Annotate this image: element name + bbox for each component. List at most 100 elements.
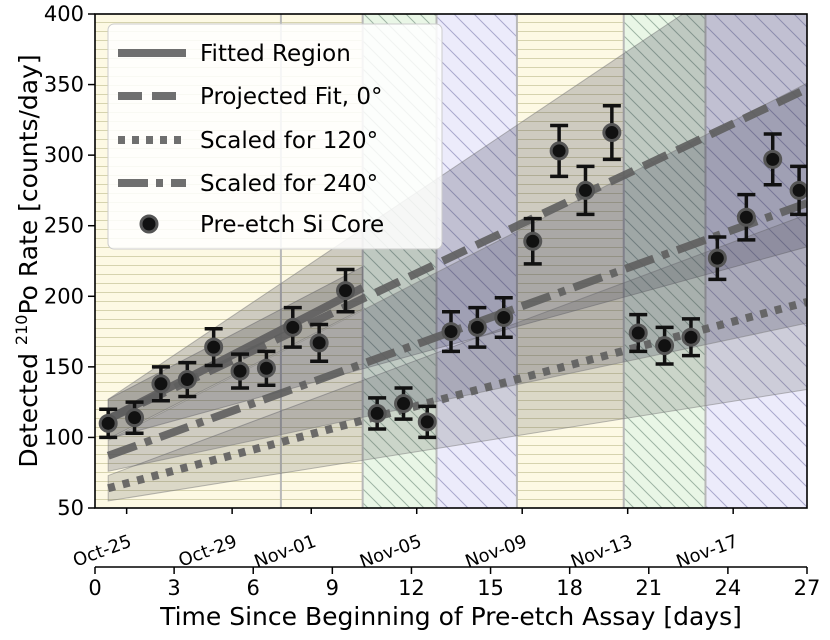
band-dotted	[107, 213, 807, 502]
y-tick-label: 350	[44, 73, 84, 97]
data-point	[230, 352, 250, 390]
data-point	[763, 132, 783, 187]
x-tick-label: 24	[715, 576, 742, 600]
data-point	[467, 305, 487, 349]
y-axis: 50 100 150 200 250 300 350 400	[44, 2, 95, 520]
fit-line-dashed	[106, 85, 807, 423]
data-point	[98, 407, 118, 440]
point-marker	[125, 408, 145, 428]
point-marker	[367, 403, 387, 423]
data-point	[394, 386, 414, 421]
band-dashdot	[107, 82, 807, 472]
y-tick-label: 150	[44, 355, 84, 379]
y-axis-title-suffix: Po Rate [counts/day]	[14, 54, 43, 314]
point-marker	[441, 322, 461, 342]
point-marker	[230, 361, 250, 381]
point-marker	[602, 123, 622, 143]
legend-item-fitted-region: Fitted Region	[118, 41, 351, 67]
data-point	[549, 123, 569, 179]
y-axis-title-superscript: 210	[12, 315, 31, 346]
y-tick-label: 250	[44, 214, 84, 238]
x-tick-label: 0	[88, 576, 101, 600]
point-marker	[177, 370, 197, 390]
point-marker	[736, 207, 756, 227]
data-point	[283, 305, 303, 349]
x-axis-title: Time Since Beginning of Pre-etch Assay […	[159, 602, 742, 631]
y-axis-title-prefix: Detected	[14, 345, 43, 468]
legend-item-projected-fit: Projected Fit, 0°	[118, 84, 382, 110]
legend-item-scaled-240: Scaled for 240°	[118, 171, 378, 197]
legend-label: Scaled for 240°	[200, 171, 378, 197]
point-marker	[575, 180, 595, 200]
legend-label: Scaled for 120°	[200, 128, 378, 154]
point-marker	[789, 180, 807, 200]
point-marker	[417, 412, 437, 432]
data-points	[98, 103, 807, 440]
point-marker	[256, 358, 276, 378]
y-axis-title: Detected 210Po Rate [counts/day]	[12, 54, 43, 467]
data-point	[707, 235, 727, 282]
data-point	[336, 267, 356, 314]
legend-label: Projected Fit, 0°	[200, 84, 382, 110]
point-marker	[655, 336, 675, 356]
y-tick-label: 50	[57, 496, 84, 520]
data-point	[736, 192, 756, 242]
data-point	[681, 317, 701, 358]
y-tick-label: 100	[44, 425, 84, 449]
data-point	[789, 164, 807, 217]
point-marker	[763, 149, 783, 169]
x-tick-label: 12	[398, 576, 425, 600]
point-marker	[309, 333, 329, 353]
point-marker	[549, 141, 569, 161]
x-tick-label: 27	[794, 576, 821, 600]
point-marker	[523, 231, 543, 251]
legend-box	[107, 23, 443, 250]
point-marker	[494, 307, 514, 327]
point-marker	[707, 248, 727, 268]
point-marker	[681, 327, 701, 347]
data-point	[602, 103, 622, 162]
data-point	[151, 365, 171, 403]
legend-label: Fitted Region	[200, 41, 351, 67]
date-axis: Oct-25 Oct-29 Nov-01 Nov-05 Nov-09 Nov-13 Nov-…	[70, 508, 741, 573]
data-point	[575, 164, 595, 217]
legend-item-pre-etch-si-core: Pre-etch Si Core	[139, 212, 384, 238]
data-point	[441, 310, 461, 354]
date-tick-label: Oct-25	[70, 531, 134, 571]
date-tick-label: Oct-29	[176, 531, 240, 571]
data-point	[494, 295, 514, 339]
legend-item-scaled-120: Scaled for 120°	[118, 128, 378, 154]
point-marker	[628, 323, 648, 343]
region-0deg-hatch	[516, 14, 624, 508]
data-point	[256, 349, 276, 387]
data-point	[125, 400, 145, 435]
point-marker	[98, 413, 118, 433]
point-marker	[283, 317, 303, 337]
data-point	[309, 322, 329, 363]
data-point	[628, 312, 648, 354]
legend-marker	[139, 214, 159, 234]
data-point	[417, 404, 437, 440]
y-tick-label: 200	[44, 284, 84, 308]
x-axis: 0 3 6 9 12 15 18 21 24 27	[88, 566, 821, 600]
data-point	[204, 326, 224, 368]
x-tick-label: 9	[326, 576, 339, 600]
legend: Fitted Region Projected Fit, 0° Scaled f…	[107, 23, 443, 250]
data-point	[523, 216, 543, 266]
plot-frame	[94, 13, 808, 509]
data-point	[367, 396, 387, 431]
point-marker	[467, 317, 487, 337]
legend-label: Pre-etch Si Core	[200, 212, 384, 238]
y-tick-label: 400	[44, 2, 84, 26]
x-tick-label: 3	[167, 576, 180, 600]
point-marker	[204, 337, 224, 357]
y-tick-label: 300	[44, 143, 84, 167]
point-marker	[151, 374, 171, 394]
point-marker	[336, 281, 356, 301]
data-point	[655, 325, 675, 366]
x-tick-label: 21	[635, 576, 662, 600]
x-tick-label: 18	[556, 576, 583, 600]
data-point	[177, 360, 197, 399]
x-tick-label: 15	[477, 576, 504, 600]
